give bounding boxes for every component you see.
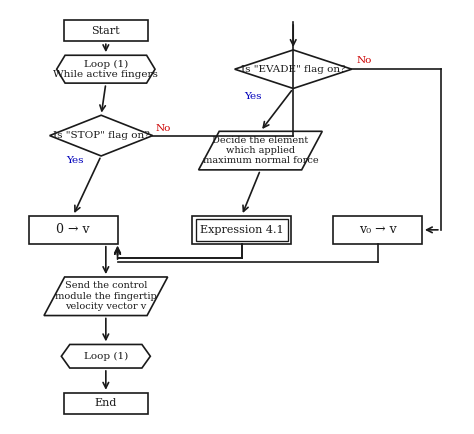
- Polygon shape: [235, 50, 352, 89]
- Polygon shape: [50, 115, 153, 156]
- Bar: [196, 219, 288, 241]
- Text: Start: Start: [91, 26, 120, 36]
- Text: Is "STOP" flag on?: Is "STOP" flag on?: [53, 131, 150, 140]
- Text: Yes: Yes: [66, 156, 83, 165]
- Text: Send the control
module the fingertip
velocity vector v: Send the control module the fingertip ve…: [55, 281, 157, 311]
- Bar: [64, 20, 148, 41]
- Bar: [28, 216, 118, 244]
- Polygon shape: [199, 132, 322, 170]
- Bar: [64, 393, 148, 414]
- Text: Loop (1): Loop (1): [84, 352, 128, 361]
- Text: 0 → v: 0 → v: [56, 224, 90, 237]
- Text: Decide the element
which applied
maximum normal force: Decide the element which applied maximum…: [202, 136, 318, 165]
- Text: Expression 4.1: Expression 4.1: [200, 225, 283, 235]
- Text: No: No: [155, 124, 170, 133]
- Bar: [192, 216, 291, 244]
- Polygon shape: [61, 345, 150, 368]
- Text: Yes: Yes: [244, 92, 262, 101]
- Text: Is "EVADE" flag on?: Is "EVADE" flag on?: [241, 65, 346, 74]
- Polygon shape: [57, 55, 155, 83]
- Text: End: End: [95, 398, 117, 408]
- Text: v₀ → v: v₀ → v: [359, 224, 396, 237]
- Text: Loop (1)
While active fingers: Loop (1) While active fingers: [54, 59, 158, 79]
- Bar: [333, 216, 422, 244]
- Polygon shape: [44, 277, 168, 316]
- Text: No: No: [356, 56, 372, 65]
